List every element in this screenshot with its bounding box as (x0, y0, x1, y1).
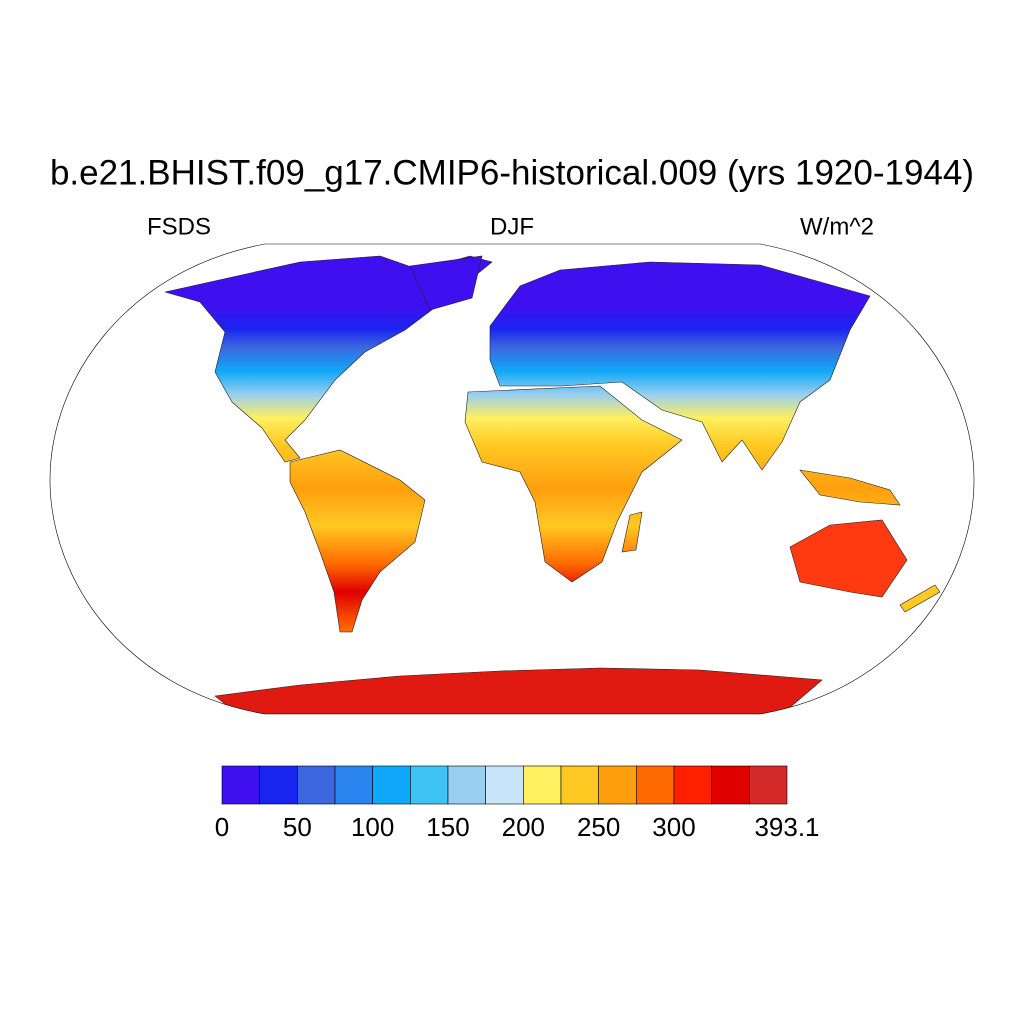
maritime-asia (799, 469, 901, 506)
colorbar-box (673, 765, 712, 805)
australia (789, 519, 908, 598)
colorbar-box (410, 765, 449, 805)
colorbar: 0 50 100 150 200 250 300 393.1 (215, 765, 820, 842)
colorbar-label: 0 (215, 812, 229, 842)
colorbar-label: 200 (502, 812, 545, 842)
eurasia (489, 261, 871, 471)
colorbar-label: 250 (577, 812, 620, 842)
colorbar-box (523, 765, 562, 805)
colorbar-label: 300 (652, 812, 695, 842)
colorbar-label: 50 (283, 812, 312, 842)
greenland (409, 255, 483, 311)
left-label: FSDS (147, 213, 211, 240)
colorbar-box (447, 765, 486, 805)
new-zealand (899, 584, 941, 613)
colorbar-label: 150 (426, 812, 469, 842)
colorbar-box (636, 765, 675, 805)
colorbar-box (297, 765, 336, 805)
colorbar-label: 100 (351, 812, 394, 842)
colorbar-box (749, 765, 788, 805)
colorbar-box (372, 765, 411, 805)
title: b.e21.BHIST.f09_g17.CMIP6-historical.009… (50, 153, 974, 192)
colorbar-box (598, 765, 637, 805)
colorbar-box (334, 765, 373, 805)
colorbar-box (560, 765, 599, 805)
colorbar-box (485, 765, 524, 805)
colorbar-box (221, 765, 260, 805)
madagascar (621, 511, 643, 553)
land (164, 255, 941, 714)
south-america (289, 449, 426, 633)
right-label: W/m^2 (800, 213, 874, 240)
colorbar-box (711, 765, 750, 805)
center-label: DJF (490, 213, 534, 240)
africa (464, 385, 683, 583)
colorbar-box (259, 765, 298, 805)
map-outline (49, 243, 975, 715)
colorbar-label: 393.1 (754, 812, 819, 842)
antarctica (214, 667, 823, 714)
